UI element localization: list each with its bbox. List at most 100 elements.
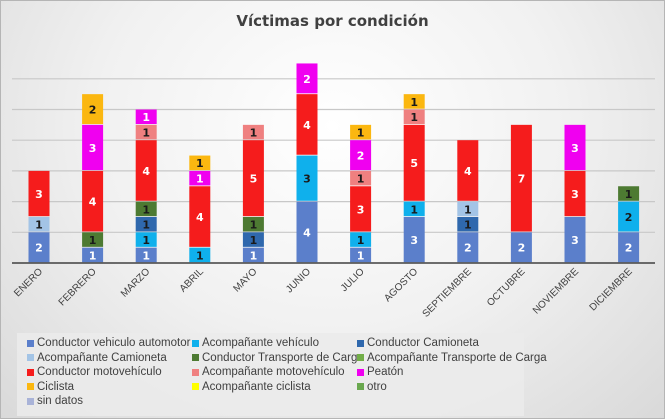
- data-label: 2: [464, 242, 472, 255]
- data-label: 4: [303, 119, 311, 132]
- data-label: 2: [625, 211, 633, 224]
- legend-item: Acompañante Camioneta: [27, 351, 192, 366]
- bar-segment: [403, 94, 425, 109]
- bar-segment: [242, 232, 264, 247]
- data-label: 2: [35, 242, 43, 255]
- data-label: 1: [142, 234, 150, 247]
- bar-segment: [403, 201, 425, 217]
- x-tick-label: JULIO: [339, 266, 367, 294]
- legend-label: Acompañante vehículo: [202, 337, 319, 350]
- data-label: 2: [89, 104, 97, 117]
- data-label: 1: [142, 203, 150, 216]
- legend-label: Acompañante ciclista: [202, 380, 311, 393]
- legend-item: Acompañante Transporte de Carga: [357, 351, 547, 366]
- bar-segment: [403, 124, 425, 201]
- data-label: 7: [518, 173, 526, 186]
- legend-item: Peatón: [357, 365, 527, 380]
- bar-segment: [457, 201, 479, 217]
- legend-swatch: [27, 383, 34, 391]
- data-label: 1: [357, 127, 365, 140]
- bar-segment: [135, 140, 157, 201]
- bar-segment: [189, 155, 211, 171]
- legend-swatch: [357, 368, 364, 376]
- legend-swatch: [192, 368, 199, 376]
- data-label: 1: [35, 219, 43, 232]
- legend-item: Acompañante ciclista: [192, 380, 357, 395]
- bar-segment: [350, 140, 372, 171]
- bar-segment: [135, 247, 157, 263]
- chart-title: Víctimas por condición: [236, 12, 429, 30]
- bar-segment: [242, 216, 264, 232]
- bar-segment: [510, 232, 532, 263]
- bar-segment: [135, 216, 157, 232]
- bar-segment: [189, 247, 211, 263]
- data-label: 1: [464, 219, 472, 232]
- data-label: 1: [196, 157, 204, 170]
- data-label: 4: [142, 165, 150, 178]
- legend-label: sin datos: [37, 395, 84, 408]
- data-label: 1: [250, 249, 258, 262]
- legend-swatch: [192, 383, 199, 391]
- legend-item: Conductor Transporte de Carga: [192, 351, 364, 366]
- bar-segment: [189, 170, 211, 186]
- bar-segment: [564, 124, 586, 171]
- data-label: 1: [410, 203, 418, 216]
- bar-segment: [28, 170, 50, 217]
- bar-segment: [457, 232, 479, 263]
- bar-segment: [28, 232, 50, 263]
- data-label: 3: [303, 173, 311, 186]
- legend-swatch: [357, 339, 364, 347]
- data-label: 1: [196, 173, 204, 186]
- legend-item: Conductor vehiculo automotor: [27, 336, 192, 351]
- bar-segment: [296, 155, 318, 201]
- data-label: 2: [303, 73, 311, 86]
- data-label: 1: [142, 219, 150, 232]
- x-tick-label: OCTUBRE: [485, 266, 528, 309]
- data-label: 1: [464, 203, 472, 216]
- legend-item: Conductor motovehículo: [27, 365, 192, 380]
- bar-segment: [618, 232, 640, 263]
- x-tick-label: DICIEMBRE: [588, 266, 635, 313]
- bar-segment: [296, 201, 318, 263]
- x-tick-label: AGOSTO: [382, 266, 420, 304]
- data-label: 5: [410, 157, 418, 170]
- data-label: 1: [410, 111, 418, 124]
- data-label: 3: [89, 142, 97, 155]
- legend-swatch: [357, 354, 364, 362]
- legend-swatch: [192, 354, 199, 362]
- x-tick-label: MARZO: [119, 266, 152, 299]
- legend-swatch: [357, 383, 364, 391]
- data-label: 4: [89, 196, 97, 209]
- legend-label: Ciclista: [37, 380, 75, 393]
- bar-segment: [403, 109, 425, 125]
- legend-label: Acompañante Transporte de Carga: [367, 351, 547, 364]
- legend-label: Conductor Transporte de Carga: [202, 351, 364, 364]
- bar-segment: [242, 247, 264, 263]
- data-label: 1: [250, 219, 258, 232]
- x-tick-label: FEBRERO: [57, 266, 99, 308]
- legend-swatch: [27, 339, 34, 347]
- data-label: 1: [142, 249, 150, 262]
- data-label: 1: [357, 249, 365, 262]
- legend: Conductor vehiculo automotor Acompañante …: [17, 333, 547, 416]
- bar-segment: [350, 170, 372, 186]
- data-label: 4: [303, 226, 311, 239]
- bar-segment: [564, 170, 586, 217]
- legend-label: Acompañante motovehículo: [202, 366, 345, 379]
- legend-item: Conductor Camioneta: [357, 336, 527, 351]
- data-label: 1: [357, 234, 365, 247]
- x-tick-label: NOVIEMBRE: [531, 266, 581, 316]
- bar-segment: [135, 109, 157, 125]
- data-label: 5: [250, 173, 258, 186]
- bar-segment: [82, 247, 104, 263]
- data-label: 3: [571, 142, 579, 155]
- bar-segment: [135, 201, 157, 217]
- data-label: 2: [518, 242, 526, 255]
- bar-segment: [457, 140, 479, 201]
- bar-segment: [135, 124, 157, 140]
- legend-item: Acompañante vehículo: [192, 336, 357, 351]
- legend-swatch: [27, 368, 34, 376]
- bar-segment: [350, 186, 372, 232]
- bar-segment: [82, 94, 104, 125]
- bar-segment: [135, 232, 157, 247]
